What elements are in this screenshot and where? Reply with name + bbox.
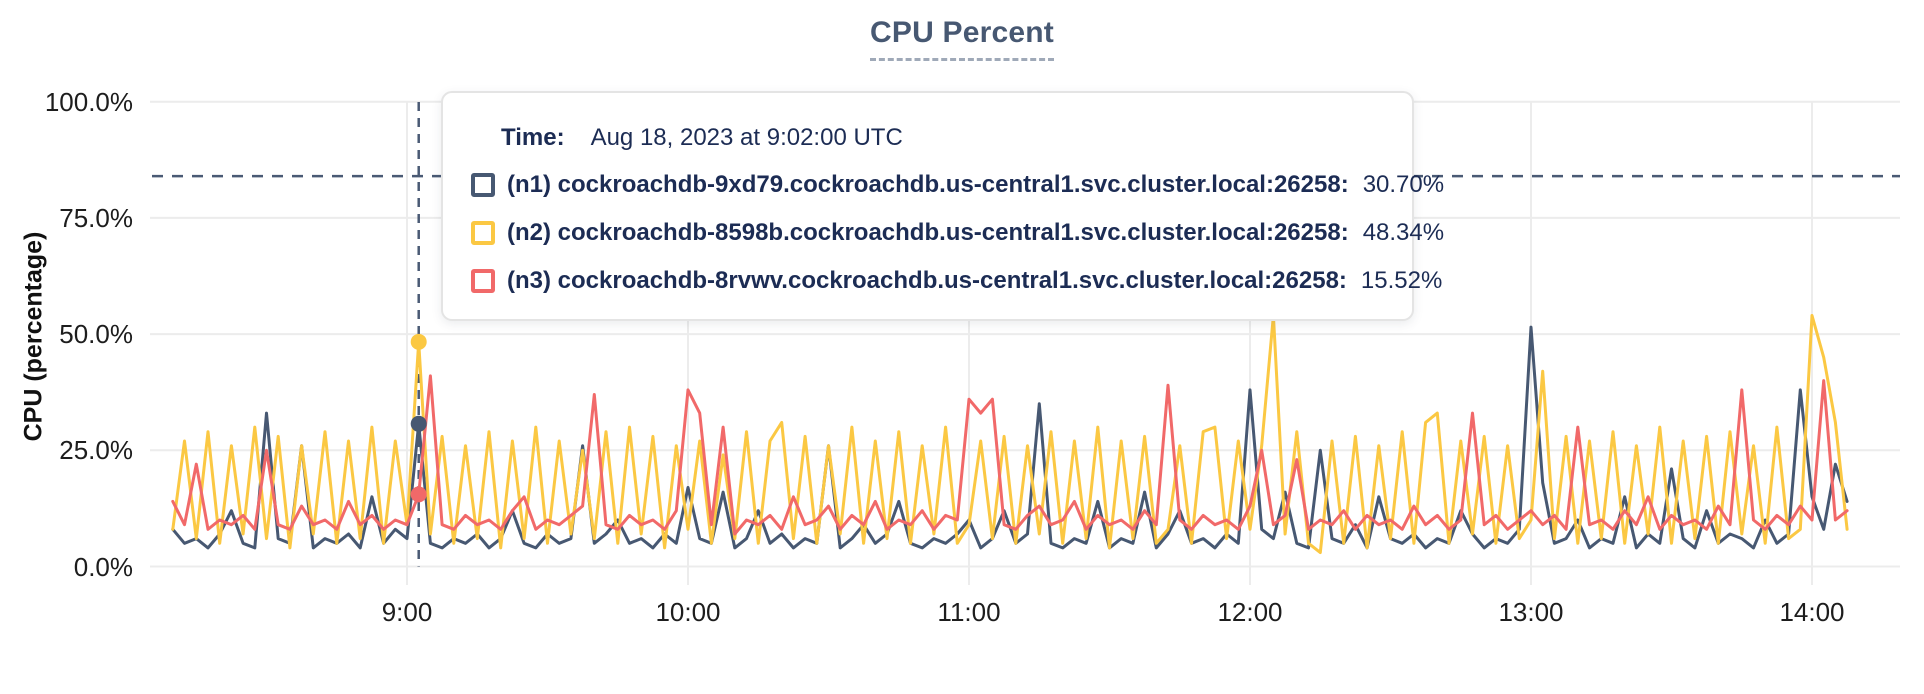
- x-tick-label: 11:00: [937, 597, 1001, 627]
- tooltip-series-row-n2: (n2) cockroachdb-8598b.cockroachdb.us-ce…: [471, 209, 1444, 257]
- hover-dot-n1: [410, 415, 427, 432]
- series-n1-swatch-icon: [471, 173, 495, 197]
- tooltip-n2-value: 48.34%: [1362, 219, 1445, 246]
- x-tick-label: 10:00: [655, 597, 721, 627]
- tooltip-time-row: Time: Aug 18, 2023 at 9:02:00 UTC: [501, 115, 1412, 161]
- y-tick-label: 100.0%: [44, 86, 133, 117]
- tooltip-series-row-n3: (n3) cockroachdb-8rvwv.cockroachdb.us-ce…: [471, 257, 1442, 305]
- x-tick-label: 14:00: [1779, 597, 1845, 627]
- chart-title-wrap: CPU Percent: [0, 16, 1924, 61]
- tooltip-n1-label: (n1) cockroachdb-9xd79.cockroachdb.us-ce…: [507, 171, 1349, 198]
- tooltip-n1-value: 30.70%: [1362, 171, 1445, 198]
- series-n3-swatch-icon: [471, 269, 495, 293]
- y-tick-label: 50.0%: [59, 319, 133, 350]
- y-tick-label: 0.0%: [73, 551, 133, 582]
- tooltip-n3-label: (n3) cockroachdb-8rvwv.cockroachdb.us-ce…: [507, 267, 1347, 294]
- tooltip-n2-label: (n2) cockroachdb-8598b.cockroachdb.us-ce…: [507, 219, 1349, 246]
- series-line-n2: [171, 314, 1849, 555]
- y-tick-label: 25.0%: [59, 435, 133, 466]
- hover-tooltip: Time: Aug 18, 2023 at 9:02:00 UTC (n1) c…: [441, 91, 1444, 321]
- hover-dot-n2: [410, 333, 427, 350]
- hover-dot-n3: [410, 486, 427, 503]
- x-tick-label: 9:00: [381, 597, 433, 627]
- tooltip-time-label: Time:: [501, 124, 565, 151]
- chart-title: CPU Percent: [870, 16, 1054, 61]
- tooltip-n3-value: 15.52%: [1360, 267, 1443, 294]
- series-line-n3: [171, 374, 1849, 536]
- y-tick-label: 75.0%: [59, 202, 133, 233]
- x-tick-label: 12:00: [1217, 597, 1283, 627]
- x-tick-label: 13:00: [1498, 597, 1564, 627]
- series-n2-swatch-icon: [471, 221, 495, 245]
- tooltip-series-row-n1: (n1) cockroachdb-9xd79.cockroachdb.us-ce…: [471, 161, 1444, 209]
- tooltip-time-value: Aug 18, 2023 at 9:02:00 UTC: [590, 124, 903, 151]
